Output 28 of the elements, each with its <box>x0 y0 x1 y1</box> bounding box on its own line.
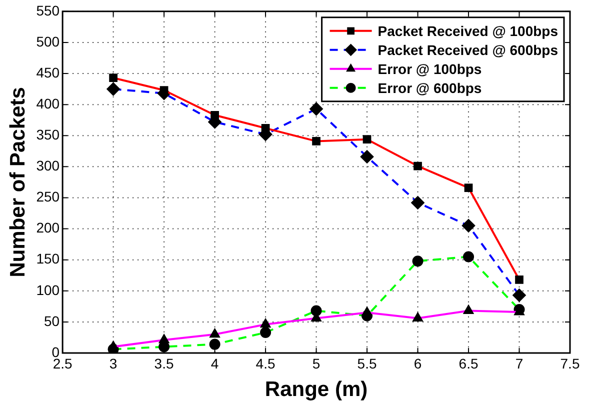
y-tick-label: 500 <box>36 33 60 50</box>
x-tick-label: 7.5 <box>560 355 580 372</box>
x-tick-label: 4 <box>210 355 219 372</box>
x-axis-title: Range (m) <box>264 378 368 402</box>
x-tick-label: 3 <box>109 355 118 372</box>
legend-label: Packet Received @ 600bps <box>378 42 558 58</box>
y-tick-label: 250 <box>36 188 60 205</box>
y-tick-label: 300 <box>36 158 60 174</box>
x-tick-label: 6 <box>414 355 422 372</box>
y-tick-label: 150 <box>36 250 60 267</box>
y-tick-label: 550 <box>36 2 60 18</box>
legend-label: Error @ 600bps <box>378 80 482 96</box>
y-axis-title: Number of Packets <box>6 87 30 278</box>
y-tick-label: 0 <box>52 344 60 360</box>
y-tick-label: 200 <box>36 220 60 236</box>
y-tick-label: 50 <box>44 312 60 329</box>
x-tick-label: 5 <box>312 355 320 372</box>
x-tick-label: 7 <box>515 355 524 372</box>
x-tick-label: 4.5 <box>256 355 276 372</box>
y-tick-label: 450 <box>36 64 60 80</box>
x-tick-label: 5.5 <box>357 355 377 372</box>
y-tick-label: 400 <box>36 95 60 112</box>
y-tick-label: 100 <box>36 282 60 298</box>
legend-label: Error @ 100bps <box>378 60 482 77</box>
x-tick-label: 6.5 <box>458 355 478 372</box>
x-tick-label: 3.5 <box>154 355 174 372</box>
y-tick-label: 350 <box>36 126 60 142</box>
legend-label: Packet Received @ 100bps <box>378 22 558 39</box>
